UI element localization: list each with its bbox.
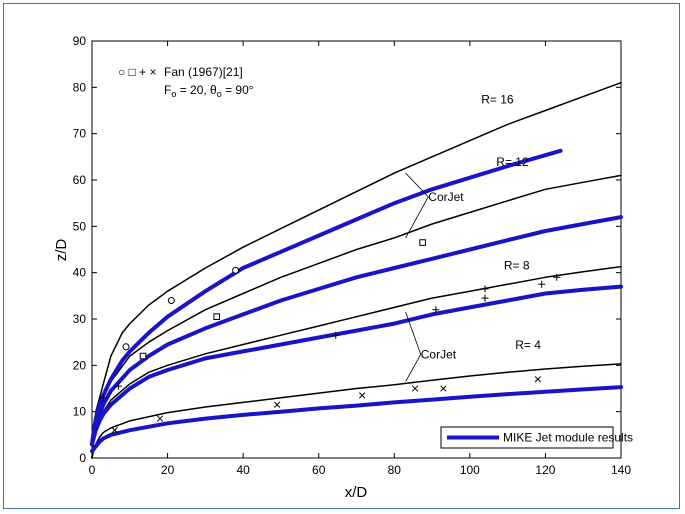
corjet-pointer-1-1 bbox=[405, 354, 422, 382]
x-tick-label-120: 120 bbox=[535, 463, 555, 477]
y-axis-label: z/D bbox=[53, 239, 70, 262]
fan-plus-point-7 bbox=[553, 273, 561, 281]
fan-cross-point-1 bbox=[156, 415, 164, 422]
x-tick-label-20: 20 bbox=[161, 463, 175, 477]
r-label-1: R= 12 bbox=[496, 155, 529, 169]
mike-series-R4 bbox=[90, 385, 623, 454]
params-sub1: o bbox=[171, 89, 176, 99]
legend-label-mike: MIKE Jet module results bbox=[503, 431, 633, 445]
params-prefix: F bbox=[164, 83, 171, 97]
y-tick-label-60: 60 bbox=[73, 173, 87, 187]
marker-legend-params: Fo = 20, θo = 90° bbox=[164, 83, 254, 99]
fan-cross-point-0 bbox=[111, 427, 118, 434]
corjet-series-R16 bbox=[91, 81, 622, 459]
mike-series-R16 bbox=[90, 148, 563, 447]
corjet-pointer-0-0 bbox=[405, 172, 429, 198]
legend-box: MIKE Jet module results bbox=[440, 426, 633, 449]
fan-cross-point-2 bbox=[273, 401, 281, 408]
x-tick-label-60: 60 bbox=[312, 463, 326, 477]
mike-series-R12 bbox=[90, 215, 623, 447]
y-tick-label-90: 90 bbox=[73, 34, 87, 48]
fan-circle-point-1 bbox=[167, 296, 175, 304]
fan-plus-point-0 bbox=[99, 394, 107, 402]
corjet-series-R4 bbox=[91, 363, 622, 459]
marker-legend-symbols: ○ □ + × bbox=[118, 65, 157, 79]
y-tick-label-80: 80 bbox=[73, 80, 87, 94]
fan-square-point-1 bbox=[213, 313, 220, 320]
r-label-0: R= 16 bbox=[481, 93, 514, 107]
y-tick-label-0: 0 bbox=[79, 451, 86, 465]
params-sub2: o bbox=[217, 89, 222, 99]
corjet-label-0: CorJet bbox=[428, 190, 464, 204]
fan-cross-point-6 bbox=[534, 376, 542, 383]
fan-plus-point-3 bbox=[432, 306, 440, 314]
x-tick-label-40: 40 bbox=[236, 463, 250, 477]
x-tick-label-140: 140 bbox=[611, 463, 631, 477]
y-tick-label-20: 20 bbox=[73, 358, 87, 372]
series-layer bbox=[90, 81, 623, 459]
axis-ticks: 0 20 40 60 80 100 120 140 0 10 20 30 40 50 60 70 80 90 bbox=[73, 34, 632, 477]
corjet-pointer-0-1 bbox=[405, 196, 429, 239]
x-tick-label-100: 100 bbox=[460, 463, 480, 477]
fan-cross-point-5 bbox=[440, 385, 447, 392]
marker-legend-source: Fan (1967)[21] bbox=[164, 65, 243, 79]
annotation-layer: R= 16 R= 12 R= 8 R= 4 CorJet CorJet bbox=[405, 93, 541, 382]
y-tick-label-30: 30 bbox=[73, 312, 87, 326]
r-label-2: R= 8 bbox=[504, 258, 530, 272]
fan-plus-point-6 bbox=[538, 280, 546, 288]
fan-plus-point-1 bbox=[114, 382, 122, 390]
x-tick-label-0: 0 bbox=[89, 463, 96, 477]
params-suffix: = 90° bbox=[222, 83, 254, 97]
fan-plus-point-5 bbox=[481, 285, 489, 293]
x-axis-label: x/D bbox=[345, 484, 368, 501]
fan-circle-point-0 bbox=[122, 343, 130, 351]
fan-square-point-2 bbox=[419, 239, 426, 246]
corjet-label-1: CorJet bbox=[421, 347, 457, 361]
legend-frame bbox=[440, 426, 614, 449]
y-tick-label-40: 40 bbox=[73, 266, 87, 280]
y-tick-label-50: 50 bbox=[73, 219, 87, 233]
x-tick-label-80: 80 bbox=[388, 463, 402, 477]
fan-square-point-0 bbox=[139, 352, 147, 360]
fan-cross-point-3 bbox=[359, 392, 366, 399]
fan-cross-point-4 bbox=[411, 385, 419, 392]
corjet-pointer-1-0 bbox=[405, 311, 422, 355]
fan-circle-point-2 bbox=[232, 266, 240, 274]
params-mid: = 20, θ bbox=[176, 83, 217, 97]
y-tick-label-70: 70 bbox=[73, 127, 87, 141]
marker-legend: ○ □ + × Fan (1967)[21] Fo = 20, θo = 90° bbox=[118, 65, 254, 99]
fan-plus-point-2 bbox=[332, 331, 340, 339]
r-label-3: R= 4 bbox=[515, 338, 541, 352]
mike-series-R8 bbox=[90, 284, 623, 447]
markers-layer bbox=[99, 239, 561, 434]
y-tick-label-10: 10 bbox=[73, 405, 87, 419]
fan-plus-point-4 bbox=[481, 294, 489, 302]
